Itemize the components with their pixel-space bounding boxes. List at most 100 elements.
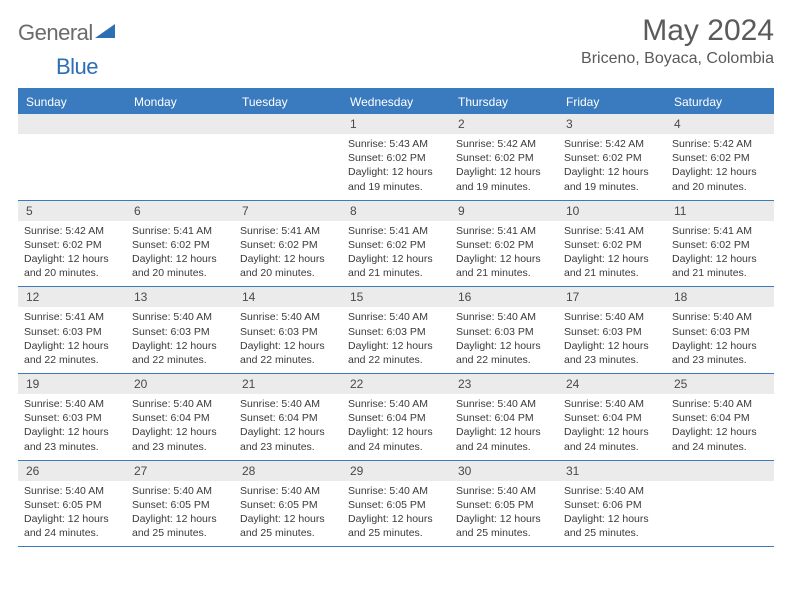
weekday-header: Sunday: [18, 90, 126, 114]
day-number: 11: [666, 201, 774, 221]
day-number: 5: [18, 201, 126, 221]
day-cell: 11Sunrise: 5:41 AMSunset: 6:02 PMDayligh…: [666, 201, 774, 287]
day-number: 10: [558, 201, 666, 221]
day-number: 29: [342, 461, 450, 481]
week-row: 5Sunrise: 5:42 AMSunset: 6:02 PMDaylight…: [18, 201, 774, 288]
week-row: 26Sunrise: 5:40 AMSunset: 6:05 PMDayligh…: [18, 461, 774, 548]
day-cell: 23Sunrise: 5:40 AMSunset: 6:04 PMDayligh…: [450, 374, 558, 460]
day-number: 25: [666, 374, 774, 394]
day-details: Sunrise: 5:40 AMSunset: 6:03 PMDaylight:…: [666, 307, 774, 373]
weekday-header: Wednesday: [342, 90, 450, 114]
logo-text-blue: Blue: [18, 54, 98, 79]
day-number: 28: [234, 461, 342, 481]
day-details: Sunrise: 5:41 AMSunset: 6:02 PMDaylight:…: [234, 221, 342, 287]
day-details: Sunrise: 5:40 AMSunset: 6:04 PMDaylight:…: [666, 394, 774, 460]
day-details: Sunrise: 5:40 AMSunset: 6:04 PMDaylight:…: [558, 394, 666, 460]
day-details: Sunrise: 5:43 AMSunset: 6:02 PMDaylight:…: [342, 134, 450, 200]
day-cell: 24Sunrise: 5:40 AMSunset: 6:04 PMDayligh…: [558, 374, 666, 460]
day-details: Sunrise: 5:41 AMSunset: 6:02 PMDaylight:…: [450, 221, 558, 287]
weeks-container: 1Sunrise: 5:43 AMSunset: 6:02 PMDaylight…: [18, 114, 774, 547]
day-cell: 29Sunrise: 5:40 AMSunset: 6:05 PMDayligh…: [342, 461, 450, 547]
day-number: 15: [342, 287, 450, 307]
day-number: 7: [234, 201, 342, 221]
day-cell: 15Sunrise: 5:40 AMSunset: 6:03 PMDayligh…: [342, 287, 450, 373]
day-details: Sunrise: 5:40 AMSunset: 6:05 PMDaylight:…: [450, 481, 558, 547]
weekday-header: Thursday: [450, 90, 558, 114]
day-number: 27: [126, 461, 234, 481]
day-cell: 9Sunrise: 5:41 AMSunset: 6:02 PMDaylight…: [450, 201, 558, 287]
day-cell: 10Sunrise: 5:41 AMSunset: 6:02 PMDayligh…: [558, 201, 666, 287]
day-number: 2: [450, 114, 558, 134]
day-details: Sunrise: 5:41 AMSunset: 6:02 PMDaylight:…: [558, 221, 666, 287]
weekday-header-row: SundayMondayTuesdayWednesdayThursdayFrid…: [18, 90, 774, 114]
weekday-header: Friday: [558, 90, 666, 114]
day-number: 23: [450, 374, 558, 394]
month-title: May 2024: [581, 14, 774, 48]
week-row: 12Sunrise: 5:41 AMSunset: 6:03 PMDayligh…: [18, 287, 774, 374]
day-cell: 20Sunrise: 5:40 AMSunset: 6:04 PMDayligh…: [126, 374, 234, 460]
empty-day-number: [18, 114, 126, 134]
day-cell: 5Sunrise: 5:42 AMSunset: 6:02 PMDaylight…: [18, 201, 126, 287]
day-cell: 12Sunrise: 5:41 AMSunset: 6:03 PMDayligh…: [18, 287, 126, 373]
day-number: 3: [558, 114, 666, 134]
day-cell: [234, 114, 342, 200]
day-details: Sunrise: 5:40 AMSunset: 6:04 PMDaylight:…: [126, 394, 234, 460]
day-cell: 19Sunrise: 5:40 AMSunset: 6:03 PMDayligh…: [18, 374, 126, 460]
day-cell: 3Sunrise: 5:42 AMSunset: 6:02 PMDaylight…: [558, 114, 666, 200]
day-cell: 28Sunrise: 5:40 AMSunset: 6:05 PMDayligh…: [234, 461, 342, 547]
day-cell: 26Sunrise: 5:40 AMSunset: 6:05 PMDayligh…: [18, 461, 126, 547]
day-cell: [18, 114, 126, 200]
day-details: Sunrise: 5:41 AMSunset: 6:02 PMDaylight:…: [666, 221, 774, 287]
day-number: 1: [342, 114, 450, 134]
empty-day-number: [126, 114, 234, 134]
day-number: 19: [18, 374, 126, 394]
day-cell: 14Sunrise: 5:40 AMSunset: 6:03 PMDayligh…: [234, 287, 342, 373]
day-number: 4: [666, 114, 774, 134]
weekday-header: Monday: [126, 90, 234, 114]
day-details: Sunrise: 5:40 AMSunset: 6:05 PMDaylight:…: [126, 481, 234, 547]
day-details: Sunrise: 5:40 AMSunset: 6:03 PMDaylight:…: [558, 307, 666, 373]
day-cell: 27Sunrise: 5:40 AMSunset: 6:05 PMDayligh…: [126, 461, 234, 547]
day-details: Sunrise: 5:40 AMSunset: 6:03 PMDaylight:…: [18, 394, 126, 460]
day-number: 14: [234, 287, 342, 307]
day-details: Sunrise: 5:41 AMSunset: 6:03 PMDaylight:…: [18, 307, 126, 373]
day-number: 13: [126, 287, 234, 307]
day-cell: 21Sunrise: 5:40 AMSunset: 6:04 PMDayligh…: [234, 374, 342, 460]
day-cell: 4Sunrise: 5:42 AMSunset: 6:02 PMDaylight…: [666, 114, 774, 200]
day-number: 20: [126, 374, 234, 394]
calendar-page: General May 2024 Briceno, Boyaca, Colomb…: [0, 0, 792, 561]
day-details: Sunrise: 5:40 AMSunset: 6:04 PMDaylight:…: [342, 394, 450, 460]
day-cell: 30Sunrise: 5:40 AMSunset: 6:05 PMDayligh…: [450, 461, 558, 547]
logo-text-gray: General: [18, 20, 93, 46]
day-details: Sunrise: 5:42 AMSunset: 6:02 PMDaylight:…: [558, 134, 666, 200]
day-cell: 17Sunrise: 5:40 AMSunset: 6:03 PMDayligh…: [558, 287, 666, 373]
day-details: Sunrise: 5:42 AMSunset: 6:02 PMDaylight:…: [450, 134, 558, 200]
logo: General: [18, 14, 117, 46]
day-number: 16: [450, 287, 558, 307]
day-number: 8: [342, 201, 450, 221]
day-cell: 8Sunrise: 5:41 AMSunset: 6:02 PMDaylight…: [342, 201, 450, 287]
day-details: Sunrise: 5:41 AMSunset: 6:02 PMDaylight:…: [342, 221, 450, 287]
day-cell: 13Sunrise: 5:40 AMSunset: 6:03 PMDayligh…: [126, 287, 234, 373]
day-details: Sunrise: 5:40 AMSunset: 6:03 PMDaylight:…: [126, 307, 234, 373]
day-number: 31: [558, 461, 666, 481]
day-cell: 18Sunrise: 5:40 AMSunset: 6:03 PMDayligh…: [666, 287, 774, 373]
empty-day-number: [234, 114, 342, 134]
day-details: Sunrise: 5:40 AMSunset: 6:03 PMDaylight:…: [342, 307, 450, 373]
day-number: 26: [18, 461, 126, 481]
day-cell: 6Sunrise: 5:41 AMSunset: 6:02 PMDaylight…: [126, 201, 234, 287]
day-details: Sunrise: 5:40 AMSunset: 6:04 PMDaylight:…: [234, 394, 342, 460]
day-details: Sunrise: 5:40 AMSunset: 6:03 PMDaylight:…: [234, 307, 342, 373]
day-cell: 25Sunrise: 5:40 AMSunset: 6:04 PMDayligh…: [666, 374, 774, 460]
day-details: Sunrise: 5:41 AMSunset: 6:02 PMDaylight:…: [126, 221, 234, 287]
day-details: Sunrise: 5:40 AMSunset: 6:04 PMDaylight:…: [450, 394, 558, 460]
week-row: 1Sunrise: 5:43 AMSunset: 6:02 PMDaylight…: [18, 114, 774, 201]
day-cell: [126, 114, 234, 200]
day-number: 18: [666, 287, 774, 307]
calendar-grid: SundayMondayTuesdayWednesdayThursdayFrid…: [18, 88, 774, 547]
day-number: 9: [450, 201, 558, 221]
day-cell: 16Sunrise: 5:40 AMSunset: 6:03 PMDayligh…: [450, 287, 558, 373]
day-number: 21: [234, 374, 342, 394]
day-details: Sunrise: 5:40 AMSunset: 6:03 PMDaylight:…: [450, 307, 558, 373]
day-number: 22: [342, 374, 450, 394]
